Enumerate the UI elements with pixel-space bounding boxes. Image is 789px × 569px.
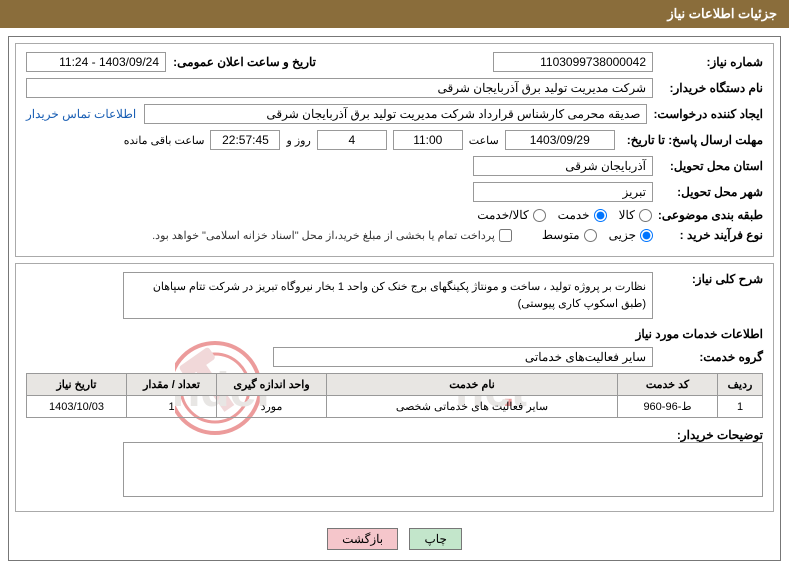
requester-label: ایجاد کننده درخواست: [647,107,763,121]
proc-medium-label: متوسط [542,228,580,242]
cell-qty: 1 [127,396,217,418]
need-no-value: 1103099738000042 [493,52,653,72]
services-header: اطلاعات خدمات مورد نیاز [636,327,763,341]
cat-service-label: خدمت [558,208,590,222]
category-label: طبقه بندی موضوعی: [652,208,763,222]
city-label: شهر محل تحویل: [653,185,763,199]
th-code: کد خدمت [618,374,718,396]
announce-label: تاریخ و ساعت اعلان عمومی: [166,55,316,69]
process-radio-group: جزیی متوسط [542,228,653,242]
buyer-notes-box [123,442,763,497]
province-value: آذربایجان شرقی [473,156,653,176]
announce-value: 1403/09/24 - 11:24 [26,52,166,72]
payment-checkbox[interactable] [499,229,512,242]
hms-remaining: 22:57:45 [210,130,280,150]
th-row: ردیف [718,374,763,396]
th-date: تاریخ نیاز [27,374,127,396]
print-button[interactable]: چاپ [409,528,461,550]
proc-medium-radio[interactable] [584,229,597,242]
proc-medium-option[interactable]: متوسط [542,228,597,242]
th-name: نام خدمت [327,374,618,396]
main-container: شماره نیاز: 1103099738000042 تاریخ و ساع… [8,36,781,561]
back-button[interactable]: بازگشت [327,528,398,550]
contact-link[interactable]: اطلاعات تماس خریدار [26,107,136,121]
payment-note: پرداخت تمام یا بخشی از مبلغ خرید،از محل … [152,229,495,242]
cell-name: سایر فعالیت های خدماتی شخصی [327,396,618,418]
cell-code: ط-96-960 [618,396,718,418]
cell-row: 1 [718,396,763,418]
deadline-label: مهلت ارسال پاسخ: تا تاریخ: [621,133,763,147]
city-value: تبریز [473,182,653,202]
cat-goods-radio[interactable] [639,209,652,222]
cell-date: 1403/10/03 [27,396,127,418]
buyer-org-value: شرکت مدیریت تولید برق آذربایجان شرقی [26,78,653,98]
desc-label: شرح کلی نیاز: [653,272,763,286]
time-word: ساعت [469,134,499,147]
cell-unit: مورد [217,396,327,418]
proc-small-option[interactable]: جزیی [609,228,653,242]
proc-small-label: جزیی [609,228,636,242]
cat-service-radio[interactable] [594,209,607,222]
services-table: ردیف کد خدمت نام خدمت واحد اندازه گیری ت… [26,373,763,418]
proc-small-radio[interactable] [640,229,653,242]
th-qty: تعداد / مقدار [127,374,217,396]
group-value: سایر فعالیت‌های خدماتی [273,347,653,367]
table-row: 1 ط-96-960 سایر فعالیت های خدماتی شخصی م… [27,396,763,418]
days-remaining: 4 [317,130,387,150]
deadline-time: 11:00 [393,130,463,150]
th-unit: واحد اندازه گیری [217,374,327,396]
desc-text: نظارت بر پروژه تولید ، ساخت و مونتاژ پکی… [123,272,653,319]
mid-section: AriaTender . net شرح کلی نیاز: نظارت بر … [15,263,774,512]
top-section: شماره نیاز: 1103099738000042 تاریخ و ساع… [15,43,774,257]
cat-both-option[interactable]: کالا/خدمت [477,208,545,222]
group-label: گروه خدمت: [653,350,763,364]
process-label: نوع فرآیند خرید : [653,228,763,242]
requester-value: صدیقه محرمی کارشناس قرارداد شرکت مدیریت … [144,104,647,124]
category-radio-group: کالا خدمت کالا/خدمت [477,208,652,222]
cat-goods-option[interactable]: کالا [619,208,652,222]
cat-goods-label: کالا [619,208,635,222]
province-label: استان محل تحویل: [653,159,763,173]
button-row: چاپ بازگشت [9,518,780,560]
cat-both-label: کالا/خدمت [477,208,528,222]
remaining-word: ساعت باقی مانده [124,134,205,147]
buyer-org-label: نام دستگاه خریدار: [653,81,763,95]
page-title: جزئیات اطلاعات نیاز [667,6,777,21]
table-header-row: ردیف کد خدمت نام خدمت واحد اندازه گیری ت… [27,374,763,396]
cat-both-radio[interactable] [533,209,546,222]
page-header: جزئیات اطلاعات نیاز [0,0,789,28]
cat-service-option[interactable]: خدمت [558,208,607,222]
payment-checkbox-wrap[interactable]: پرداخت تمام یا بخشی از مبلغ خرید،از محل … [152,229,512,242]
days-and-word: روز و [286,134,310,147]
deadline-date: 1403/09/29 [505,130,615,150]
buyer-notes-label: توضیحات خریدار: [653,428,763,442]
need-no-label: شماره نیاز: [653,55,763,69]
